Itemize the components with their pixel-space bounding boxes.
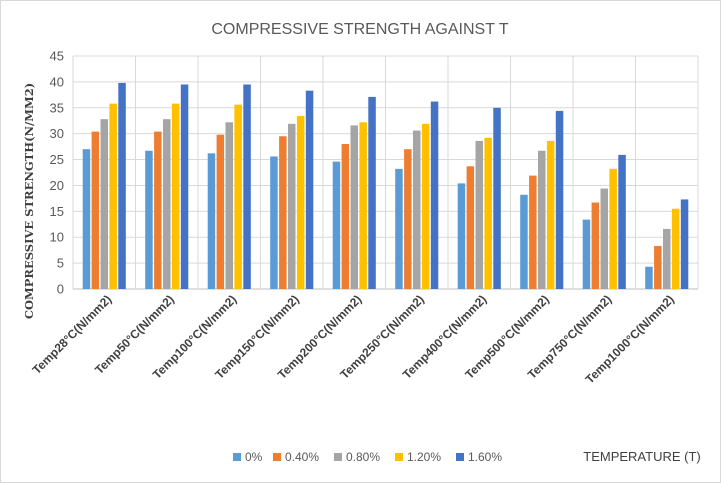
bar [171,103,180,289]
bar [645,266,653,289]
bar [91,131,100,289]
y-tick-label: 15 [50,204,64,219]
y-tick-label: 20 [50,178,64,193]
bar [341,144,350,289]
bar [680,199,689,289]
legend-label: 0% [245,450,263,464]
bar [529,175,537,289]
legend: 0% 0.40% 0.80% 1.20% 1.60% [233,450,502,464]
bar [591,202,600,289]
chart-title: COMPRESSIVE STRENGTH AGAINST T [211,21,508,38]
bar [546,140,555,289]
y-tick-label: 35 [50,100,64,115]
bars [82,82,689,290]
bar [404,149,412,289]
bar [216,134,225,289]
legend-swatch [334,453,342,461]
bar [493,107,501,290]
bar [279,136,287,289]
bar [538,150,546,289]
legend-swatch [233,453,241,461]
bar [457,183,466,289]
x-axis-label: TEMPERATURE (T) [583,449,700,464]
y-tick-labels: 0 5 10 15 20 25 30 35 40 45 [50,49,64,297]
legend-swatch [456,453,464,461]
bar [305,90,314,290]
legend-swatch [273,453,281,461]
bar [350,125,358,289]
bar [234,104,242,289]
bar [421,123,430,289]
bar [109,103,117,289]
bar [100,119,108,290]
bar [368,96,376,289]
y-axis-label: COMPRESSIVE STRENGTH(N/MM2) [22,83,36,319]
bar [243,84,251,289]
bar [359,122,367,289]
y-tick-label: 0 [57,282,64,297]
legend-label: 1.20% [407,450,441,464]
bar [225,122,233,289]
legend-swatch [395,453,403,461]
bar [332,161,341,289]
bar [600,188,608,289]
bar [82,149,91,289]
bar [154,131,162,289]
y-tick-label: 5 [57,256,64,271]
legend-label: 0.40% [285,450,319,464]
legend-label: 0.80% [346,450,380,464]
legend-label: 1.60% [468,450,502,464]
bar [663,228,671,289]
y-tick-label: 40 [50,74,64,89]
bar [609,168,617,289]
bar [395,168,403,289]
bar [288,123,296,289]
bar [207,153,216,289]
y-tick-label: 25 [50,152,64,167]
bar [163,119,171,290]
y-tick-label: 45 [50,49,64,64]
bar [484,137,492,289]
bar [466,166,475,289]
bar [618,154,626,289]
bar [520,194,528,289]
y-tick-label: 30 [50,126,64,141]
bar [671,208,680,289]
bar [180,84,189,289]
bar [430,101,439,289]
bar [118,82,126,290]
bar [475,140,483,289]
bar [654,246,662,289]
bar [582,219,591,289]
bar [270,156,278,289]
bar [296,116,305,289]
y-tick-label: 10 [50,230,64,245]
bar [145,150,153,289]
bar [413,130,421,289]
x-tick-labels: Temp28°C(N/mm2)Temp50°C(N/mm2)Temp100°C(… [30,292,677,386]
bar [555,110,564,289]
